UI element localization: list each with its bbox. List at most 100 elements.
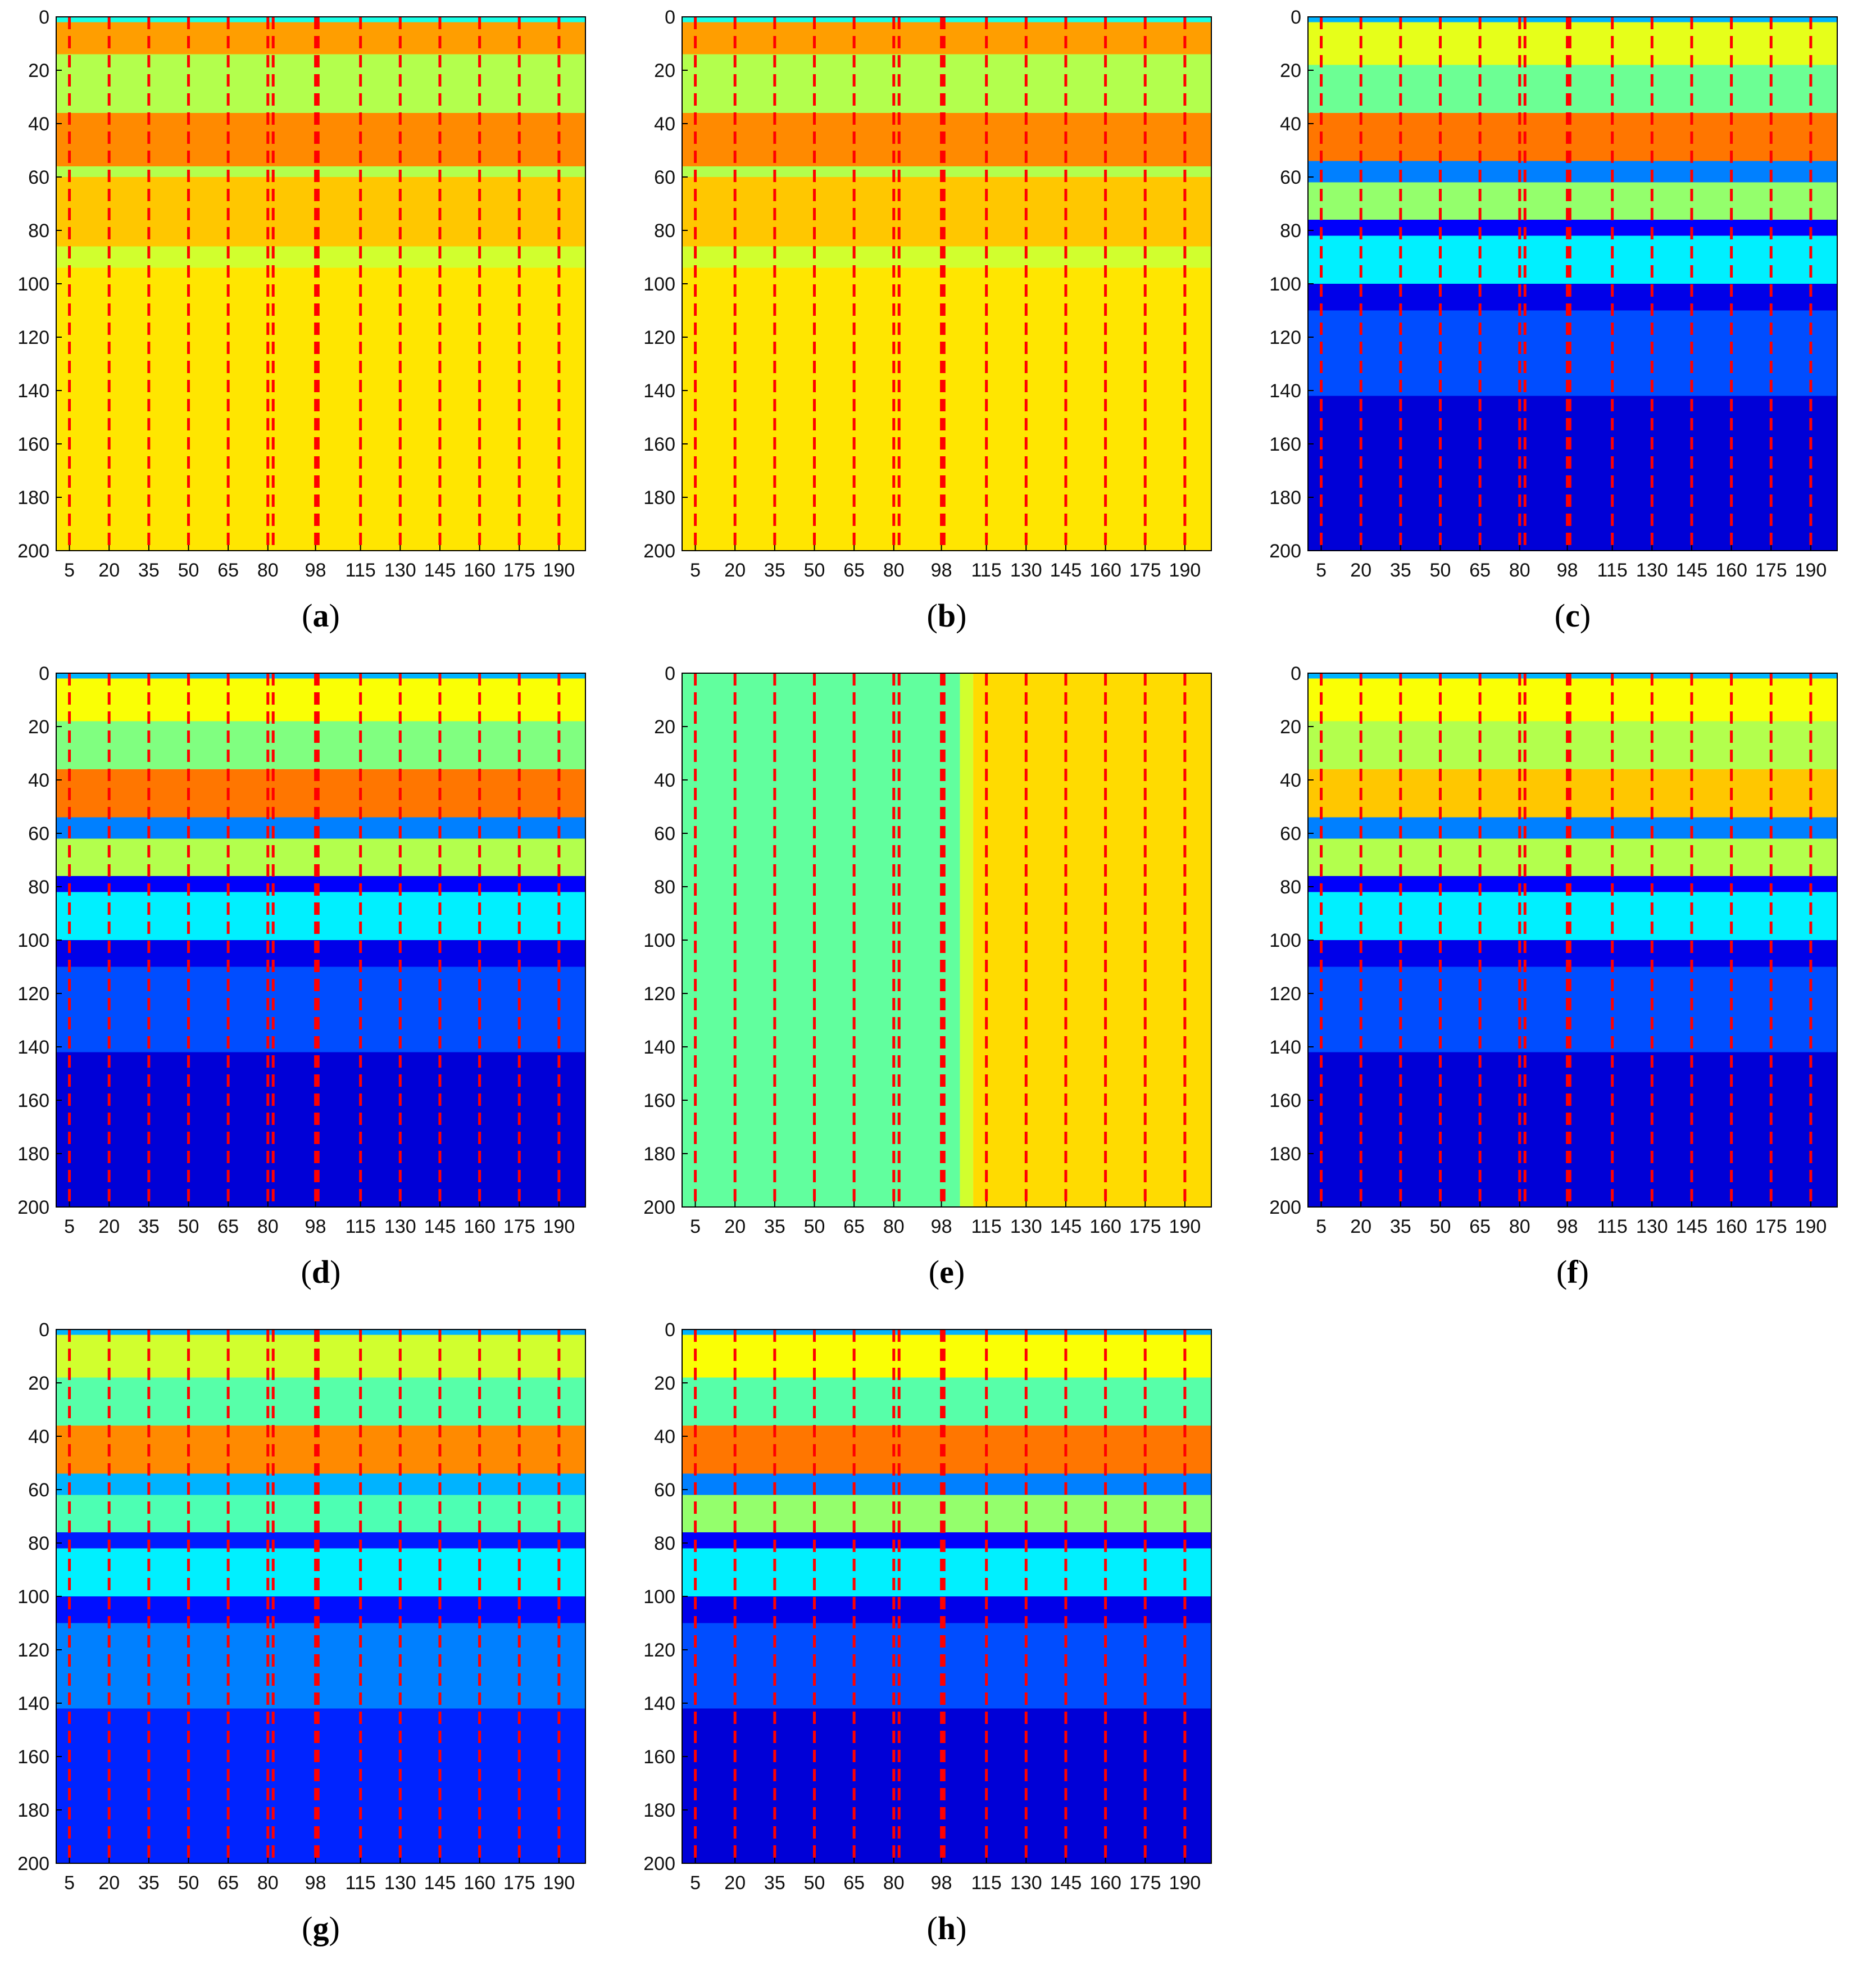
heatmap-row-band: [682, 1532, 1211, 1549]
y-tick-label: 80: [654, 877, 675, 898]
x-tick-label: 115: [971, 560, 1002, 581]
y-tick-label: 140: [643, 380, 675, 402]
heatmap-row-band: [56, 1495, 585, 1532]
x-tick-label: 98: [305, 1216, 326, 1237]
panel-caption-letter: g: [313, 1910, 329, 1946]
heatmap-row-band: [56, 1329, 585, 1335]
panel-caption-letter: a: [313, 597, 329, 634]
x-tick-label: 130: [1636, 1216, 1668, 1237]
heatmap-row-band: [1308, 769, 1837, 818]
y-tick-label: 80: [654, 220, 675, 242]
y-tick-label: 60: [28, 167, 49, 188]
y-tick-label: 40: [654, 114, 675, 135]
panel-caption: (h): [927, 1910, 967, 1946]
y-tick-label: 20: [1280, 716, 1301, 738]
x-tick-label: 175: [1129, 1872, 1161, 1894]
x-tick-label: 5: [690, 1872, 701, 1894]
heatmap-row-band: [56, 1473, 585, 1495]
heatmap-column-band: [960, 673, 974, 1207]
heatmap-cells: [56, 17, 585, 551]
heatmap-row-band: [682, 1473, 1211, 1495]
x-tick-label: 115: [971, 1872, 1002, 1894]
x-tick-label: 190: [1795, 560, 1827, 581]
x-tick-label: 5: [64, 1216, 75, 1237]
y-tick-label: 0: [665, 1319, 675, 1341]
x-tick-label: 175: [503, 1872, 535, 1894]
x-tick-label: 160: [1715, 1216, 1747, 1237]
heatmap-row-band: [682, 1377, 1211, 1426]
x-tick-label: 80: [1509, 1216, 1530, 1237]
x-tick-label: 145: [1676, 560, 1708, 581]
panel-h: 0 20 40 60 80 100 120 140 160 180 200 5 20 35 50 65 80 98…: [643, 1319, 1212, 1946]
x-tick-label: 130: [1010, 560, 1042, 581]
y-tick-label: 200: [1269, 541, 1301, 562]
x-tick-label: 115: [1597, 560, 1628, 581]
x-tick-label: 115: [346, 560, 376, 581]
x-tick-label: 80: [257, 1216, 279, 1237]
heatmap-row-band: [1308, 678, 1837, 721]
heatmap-cells: [1308, 17, 1837, 551]
x-tick-label: 65: [843, 1872, 865, 1894]
heatmap-row-band: [1308, 113, 1837, 161]
y-tick-label: 100: [17, 930, 49, 951]
x-tick-label: 80: [1509, 560, 1530, 581]
heatmap-row-band: [682, 177, 1211, 247]
x-tick-label: 145: [424, 560, 456, 581]
heatmap-row-band: [56, 267, 585, 551]
x-tick-label: 80: [257, 1872, 279, 1894]
x-tick-label: 35: [1390, 1216, 1411, 1237]
x-tick-label: 50: [1430, 560, 1451, 581]
panel-b: 0 20 40 60 80 100 120 140 160 180 200 5 20 35 50 65 80 98…: [643, 7, 1212, 634]
panel-caption: (c): [1555, 597, 1591, 634]
x-tick-label: 175: [503, 560, 535, 581]
heatmap-row-band: [1308, 235, 1837, 284]
x-tick-label: 65: [843, 1216, 865, 1237]
heatmap-row-band: [1308, 396, 1837, 551]
x-tick-label: 5: [64, 560, 75, 581]
x-tick-label: 190: [1169, 560, 1201, 581]
heatmap-cells: [1308, 673, 1837, 1207]
heatmap-cells: [682, 673, 1211, 1207]
y-tick-label: 200: [17, 1197, 49, 1218]
x-tick-label: 130: [384, 560, 416, 581]
y-tick-label: 0: [1291, 7, 1301, 28]
heatmap-row-band: [1308, 966, 1837, 1052]
x-tick-label: 98: [1557, 560, 1578, 581]
x-tick-label: 115: [971, 1216, 1002, 1237]
heatmap-column-band: [973, 673, 1211, 1207]
x-tick-label: 190: [543, 1216, 575, 1237]
x-tick-label: 80: [257, 560, 279, 581]
heatmap-row-band: [682, 1335, 1211, 1378]
heatmap-row-band: [1308, 310, 1837, 396]
heatmap-row-band: [56, 1426, 585, 1474]
y-tick-label: 60: [28, 1480, 49, 1501]
y-tick-label: 120: [643, 327, 675, 348]
heatmap-row-band: [56, 22, 585, 55]
x-tick-label: 175: [503, 1216, 535, 1237]
x-tick-label: 50: [804, 1216, 825, 1237]
y-tick-label: 40: [654, 770, 675, 791]
x-tick-label: 115: [346, 1872, 376, 1894]
heatmap-row-band: [682, 246, 1211, 268]
x-tick-label: 5: [64, 1872, 75, 1894]
x-tick-label: 175: [1129, 560, 1161, 581]
x-tick-label: 130: [1636, 560, 1668, 581]
y-tick-label: 140: [643, 1693, 675, 1714]
y-tick-label: 0: [39, 7, 49, 28]
y-tick-label: 20: [28, 1373, 49, 1394]
x-tick-label: 130: [384, 1872, 416, 1894]
x-tick-label: 65: [1469, 560, 1491, 581]
heatmap-row-band: [56, 177, 585, 247]
y-tick-label: 20: [28, 716, 49, 738]
x-tick-label: 50: [178, 1216, 199, 1237]
panel-caption-letter: e: [939, 1254, 954, 1290]
y-tick-label: 80: [28, 220, 49, 242]
x-tick-label: 50: [178, 560, 199, 581]
x-tick-label: 50: [178, 1872, 199, 1894]
y-tick-label: 120: [17, 327, 49, 348]
x-tick-label: 175: [1755, 560, 1787, 581]
panel-caption-letter: h: [938, 1910, 956, 1946]
y-tick-label: 140: [1269, 1037, 1301, 1058]
x-tick-label: 175: [1755, 1216, 1787, 1237]
